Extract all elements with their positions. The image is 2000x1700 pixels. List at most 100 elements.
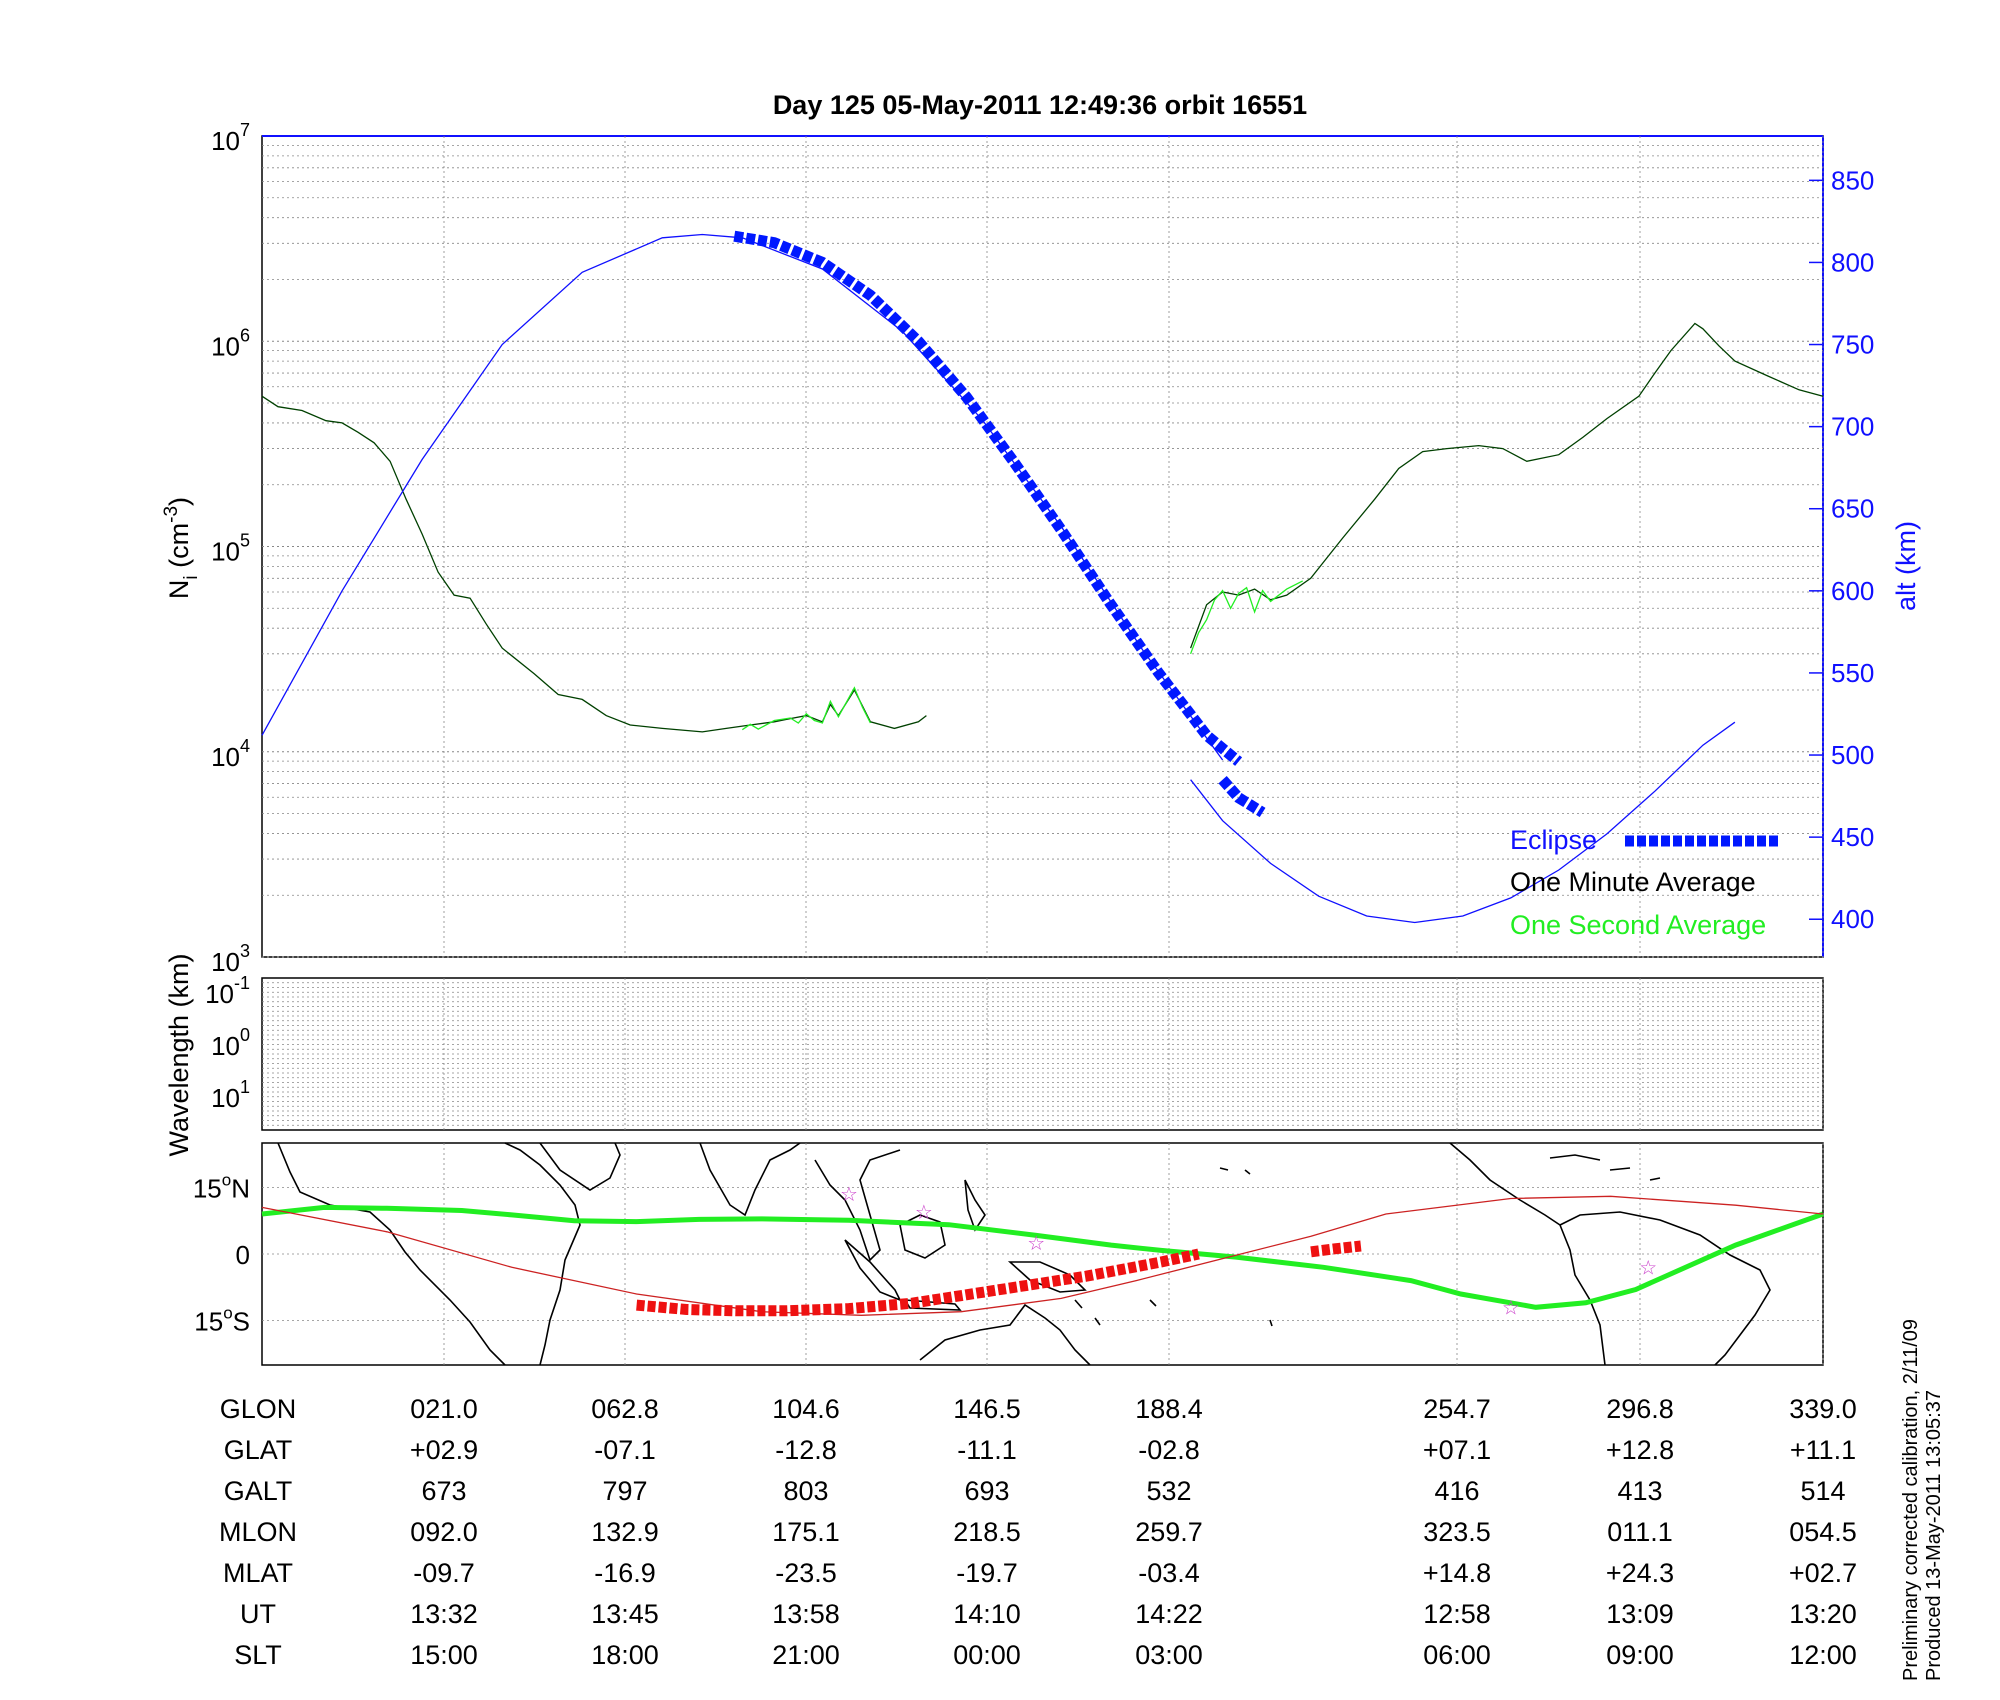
map-tracks: ☆ ☆ ☆ ☆ ☆ xyxy=(261,1182,1824,1319)
table-cell: 13:32 xyxy=(410,1599,478,1629)
density-y-ticks: 103 104 105 106 107 xyxy=(211,120,250,977)
table-cell: -12.8 xyxy=(775,1435,837,1465)
table-cell: 797 xyxy=(602,1476,647,1506)
altitude-axis-label: alt (km) xyxy=(1891,521,1921,611)
legend-eclipse-label: Eclipse xyxy=(1510,825,1597,855)
map-star-marker: ☆ xyxy=(840,1182,858,1206)
table-cell: 323.5 xyxy=(1423,1517,1491,1547)
ground-track-line xyxy=(261,1204,1824,1310)
altitude-tick-label: 850 xyxy=(1831,165,1874,195)
table-cell: 021.0 xyxy=(410,1394,478,1424)
one-minute-series-line xyxy=(261,395,927,733)
borneo-coastline xyxy=(899,1214,946,1259)
altitude-tick-label: 550 xyxy=(1831,658,1874,688)
density-tick-label: 105 xyxy=(211,531,250,567)
table-cell: 03:00 xyxy=(1135,1640,1203,1670)
altitude-tick-label: 450 xyxy=(1831,822,1874,852)
table-cell: +07.1 xyxy=(1423,1435,1491,1465)
table-cell: 416 xyxy=(1434,1476,1479,1506)
orbit-track-line xyxy=(261,1195,1824,1316)
table-cell: 21:00 xyxy=(772,1640,840,1670)
map-grid xyxy=(262,1143,1824,1365)
table-row-label: UT xyxy=(240,1599,276,1629)
eclipse-series-line xyxy=(1218,776,1266,818)
altitude-series-line xyxy=(261,233,1224,761)
table-row-label: GLON xyxy=(220,1394,297,1424)
table-cell: +02.9 xyxy=(410,1435,478,1465)
density-tick-label: 103 xyxy=(211,941,250,977)
table-row-label: GALT xyxy=(224,1476,293,1506)
table-cell: 803 xyxy=(783,1476,828,1506)
table-cell: 00:00 xyxy=(953,1640,1021,1670)
table-cell: 218.5 xyxy=(953,1517,1021,1547)
table-cell: 13:20 xyxy=(1789,1599,1857,1629)
table-cell: 296.8 xyxy=(1606,1394,1674,1424)
table-cell: 092.0 xyxy=(410,1517,478,1547)
altitude-series-line xyxy=(1190,721,1736,924)
map-panel: ☆ ☆ ☆ ☆ ☆ 15oN 0 15oS xyxy=(193,1142,1824,1366)
table-cell: -19.7 xyxy=(956,1558,1018,1588)
table-cell: 18:00 xyxy=(591,1640,659,1670)
altitude-tick-label: 500 xyxy=(1831,740,1874,770)
table-cell: +11.1 xyxy=(1790,1435,1856,1465)
africa-east-coast xyxy=(504,1142,581,1366)
map-lat-tick-label: 0 xyxy=(236,1240,250,1270)
map-y-ticks: 15oN 0 15oS xyxy=(193,1170,250,1336)
altitude-tick-label: 400 xyxy=(1831,904,1874,934)
table-cell: +02.7 xyxy=(1789,1558,1857,1588)
table-cell: -09.7 xyxy=(413,1558,475,1588)
india-coastline xyxy=(699,1142,801,1217)
table-cell: +14.8 xyxy=(1423,1558,1491,1588)
table-cell: 011.1 xyxy=(1607,1517,1673,1547)
one-second-series-line xyxy=(741,686,871,731)
table-cell: -02.8 xyxy=(1138,1435,1200,1465)
table-cell: -16.9 xyxy=(594,1558,656,1588)
altitude-y-ticks: 400 450 500 550 600 650 700 750 800 850 xyxy=(1809,165,1874,934)
orbit-parameter-table: GLON GLAT GALT MLON MLAT UT SLT 021.0 +02.9 673 09… xyxy=(219,1394,1857,1670)
table-cell: 413 xyxy=(1617,1476,1662,1506)
altitude-tick-label: 750 xyxy=(1831,330,1874,360)
philippines-coastline xyxy=(964,1179,986,1232)
south-america-west-coast xyxy=(1559,1224,1606,1366)
table-cell: -23.5 xyxy=(775,1558,837,1588)
density-series xyxy=(261,230,1824,924)
table-row-label: GLAT xyxy=(224,1435,293,1465)
table-cell: 062.8 xyxy=(591,1394,659,1424)
table-cell: 188.4 xyxy=(1135,1394,1203,1424)
map-lat-tick-label: 15oS xyxy=(194,1304,250,1337)
table-cell: 054.5 xyxy=(1789,1517,1857,1547)
one-second-series-line xyxy=(1189,580,1303,655)
pacific-islands xyxy=(1074,1167,1273,1327)
table-cell: 339.0 xyxy=(1789,1394,1857,1424)
arabia-coastline xyxy=(539,1142,621,1191)
table-cell: 14:10 xyxy=(953,1599,1021,1629)
wavelength-y-ticks: 10-1 100 101 xyxy=(205,973,250,1113)
table-cell: 12:58 xyxy=(1423,1599,1491,1629)
wavelength-tick-label: 100 xyxy=(211,1025,250,1061)
map-star-marker: ☆ xyxy=(1639,1255,1657,1279)
africa-coastline xyxy=(277,1142,506,1366)
density-tick-label: 107 xyxy=(211,120,250,156)
australia-coastline xyxy=(919,1303,1091,1366)
figure-title: Day 125 05-May-2011 12:49:36 orbit 16551 xyxy=(773,90,1307,120)
table-cell: +24.3 xyxy=(1606,1558,1674,1588)
wavelength-tick-label: 101 xyxy=(211,1077,250,1113)
table-cell: 13:58 xyxy=(772,1599,840,1629)
table-cell: 104.6 xyxy=(772,1394,840,1424)
footnote-produced: Produced 13-May-2011 13:05:37 xyxy=(1923,1390,1945,1681)
eclipse-series-line xyxy=(733,230,1243,766)
wavelength-grid xyxy=(262,978,1824,1130)
wavelength-tick-label: 10-1 xyxy=(205,973,250,1009)
altitude-tick-label: 650 xyxy=(1831,494,1874,524)
density-tick-label: 106 xyxy=(211,325,250,361)
altitude-tick-label: 600 xyxy=(1831,576,1874,606)
one-minute-series-line xyxy=(1189,322,1824,649)
table-cell: 06:00 xyxy=(1423,1640,1491,1670)
density-axis-label: Ni (cm-3) xyxy=(161,497,202,599)
altitude-tick-label: 800 xyxy=(1831,247,1874,277)
table-cell: -11.1 xyxy=(957,1435,1017,1465)
map-star-marker: ☆ xyxy=(1027,1231,1045,1255)
table-cell: 514 xyxy=(1800,1476,1845,1506)
table-cell: 254.7 xyxy=(1423,1394,1491,1424)
